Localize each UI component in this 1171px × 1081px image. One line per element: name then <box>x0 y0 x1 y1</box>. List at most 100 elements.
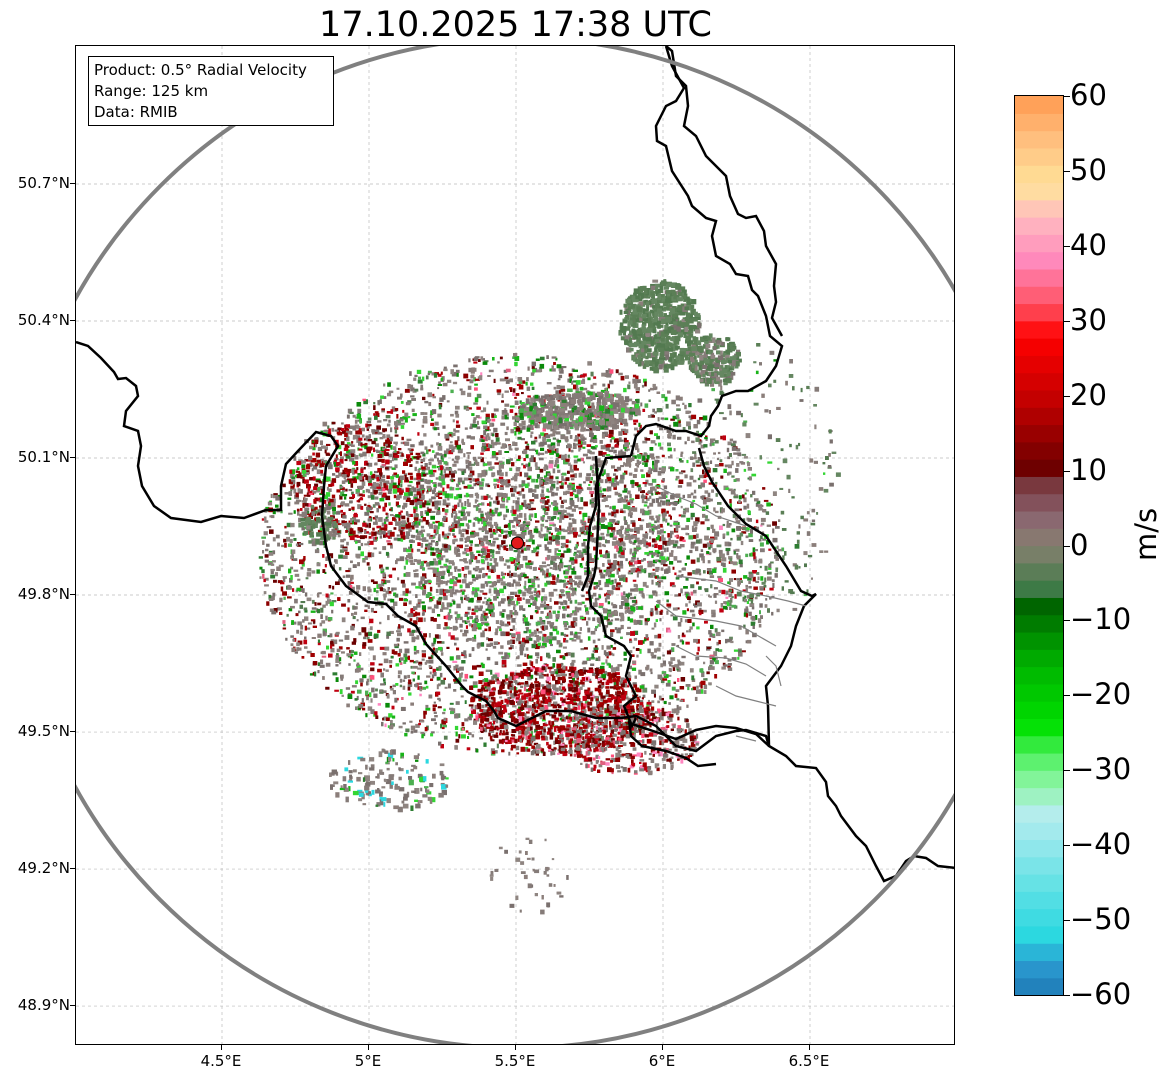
radar-site-marker[interactable] <box>510 536 524 550</box>
lon-tick-label: 6°E <box>648 1052 676 1070</box>
colorbar-tick-label: −30 <box>1070 752 1132 787</box>
product-label: Product: 0.5° Radial Velocity <box>94 61 307 79</box>
product-info-box: Product: 0.5° Radial Velocity Range: 125… <box>88 56 334 126</box>
lon-tick-mark <box>662 1045 663 1050</box>
colorbar-unit-label: m/s <box>1129 507 1163 561</box>
lat-tick-mark <box>70 868 75 870</box>
colorbar-band <box>1015 459 1063 477</box>
colorbar-tick-mark <box>1064 470 1070 472</box>
colorbar-band <box>1015 165 1063 184</box>
colorbar-band <box>1015 493 1063 512</box>
colorbar-gradient <box>1015 96 1063 995</box>
colorbar-tick-label: −10 <box>1070 602 1132 637</box>
range-label: Range: 125 km <box>94 82 209 100</box>
colorbar-band <box>1015 804 1063 823</box>
colorbar-tick-mark <box>1064 620 1070 622</box>
colorbar-band <box>1015 355 1063 374</box>
border-germany-luxembourg-east <box>697 447 954 883</box>
colorbar-band <box>1015 303 1063 322</box>
colorbar-tick-label: −20 <box>1070 677 1132 712</box>
lon-tick-mark <box>368 1045 369 1050</box>
radar-echoes <box>258 279 841 915</box>
lat-tick-mark <box>70 457 75 459</box>
lat-tick-mark <box>70 731 75 733</box>
radar-map[interactable] <box>75 45 955 1045</box>
colorbar-band <box>1015 320 1063 339</box>
colorbar-tick-label: 10 <box>1070 452 1107 487</box>
colorbar-band <box>1015 822 1063 841</box>
radar-map-canvas <box>76 46 954 1044</box>
colorbar-tick-mark <box>1064 245 1070 247</box>
colorbar-band <box>1015 96 1063 114</box>
colorbar-band <box>1015 338 1063 356</box>
lon-tick-label: 4.5°E <box>200 1052 242 1070</box>
colorbar-tick-mark <box>1064 395 1070 397</box>
colorbar-band <box>1015 925 1063 944</box>
border-france-belgium-west <box>76 340 771 753</box>
colorbar-band <box>1015 528 1063 547</box>
lon-tick-label: 5.5°E <box>494 1052 536 1070</box>
lon-tick-label: 6.5°E <box>788 1052 830 1070</box>
colorbar-tick-label: 0 <box>1070 527 1089 562</box>
border-west-luxembourg <box>580 454 632 592</box>
colorbar-band <box>1015 597 1063 616</box>
colorbar-band <box>1015 562 1063 581</box>
colorbar-band <box>1015 839 1063 858</box>
map-title: 17.10.2025 17:38 UTC <box>319 5 712 45</box>
colorbar-band <box>1015 251 1063 270</box>
lon-tick-label: 5°E <box>354 1052 382 1070</box>
colorbar-tick-label: 50 <box>1070 152 1107 187</box>
lat-tick-label: 50.4°N <box>17 311 70 329</box>
colorbar-band <box>1015 113 1063 132</box>
border-belgium-luxembourg-germany <box>587 455 638 730</box>
colorbar-tick-label: −40 <box>1070 827 1132 862</box>
colorbar-band <box>1015 268 1063 287</box>
colorbar-band <box>1015 545 1063 564</box>
colorbar-band <box>1015 701 1063 719</box>
colorbar-band <box>1015 389 1063 408</box>
colorbar-band <box>1015 770 1063 789</box>
colorbar-band <box>1015 683 1063 702</box>
lat-tick-label: 49.5°N <box>17 722 70 741</box>
lon-tick-mark <box>221 1045 222 1050</box>
colorbar-tick-mark <box>1064 920 1070 922</box>
colorbar-band <box>1015 407 1063 426</box>
colorbar-band <box>1015 718 1063 737</box>
border-lux-inner <box>627 720 717 768</box>
colorbar-band <box>1015 580 1063 598</box>
colorbar-band <box>1015 476 1063 495</box>
colorbar-band <box>1015 199 1063 218</box>
colorbar-band <box>1015 891 1063 910</box>
lon-tick-mark <box>515 1045 516 1050</box>
lat-tick-mark <box>70 1005 75 1007</box>
data-source-label: Data: RMIB <box>94 103 178 121</box>
colorbar-tick-mark <box>1064 845 1070 847</box>
colorbar-band <box>1015 856 1063 875</box>
colorbar-tick-label: −50 <box>1070 902 1132 937</box>
velocity-colorbar <box>1014 95 1064 996</box>
colorbar-tick-mark <box>1064 320 1070 322</box>
border-luxembourg-germany <box>629 46 784 457</box>
colorbar-band <box>1015 614 1063 633</box>
lat-tick-mark <box>70 183 75 184</box>
colorbar-band <box>1015 182 1063 201</box>
lat-tick-label: 49.8°N <box>17 585 70 604</box>
colorbar-tick-label: 60 <box>1070 78 1107 112</box>
colorbar-tick-label: −60 <box>1070 977 1132 1011</box>
colorbar-band <box>1015 286 1063 305</box>
colorbar-band <box>1015 631 1063 650</box>
colorbar-band <box>1015 752 1063 771</box>
colorbar-tick-label: 40 <box>1070 227 1107 262</box>
colorbar-tick-mark <box>1064 170 1070 172</box>
colorbar-band <box>1015 977 1063 995</box>
border-lux-top <box>665 46 784 337</box>
colorbar-band <box>1015 649 1063 668</box>
lat-tick-mark <box>70 594 75 596</box>
colorbar-band <box>1015 441 1063 460</box>
colorbar-tick-mark <box>1064 995 1070 996</box>
subregion-borders <box>655 485 807 742</box>
lat-tick-mark <box>70 320 75 321</box>
colorbar-band <box>1015 130 1063 149</box>
colorbar-band <box>1015 424 1063 443</box>
colorbar-band <box>1015 510 1063 529</box>
